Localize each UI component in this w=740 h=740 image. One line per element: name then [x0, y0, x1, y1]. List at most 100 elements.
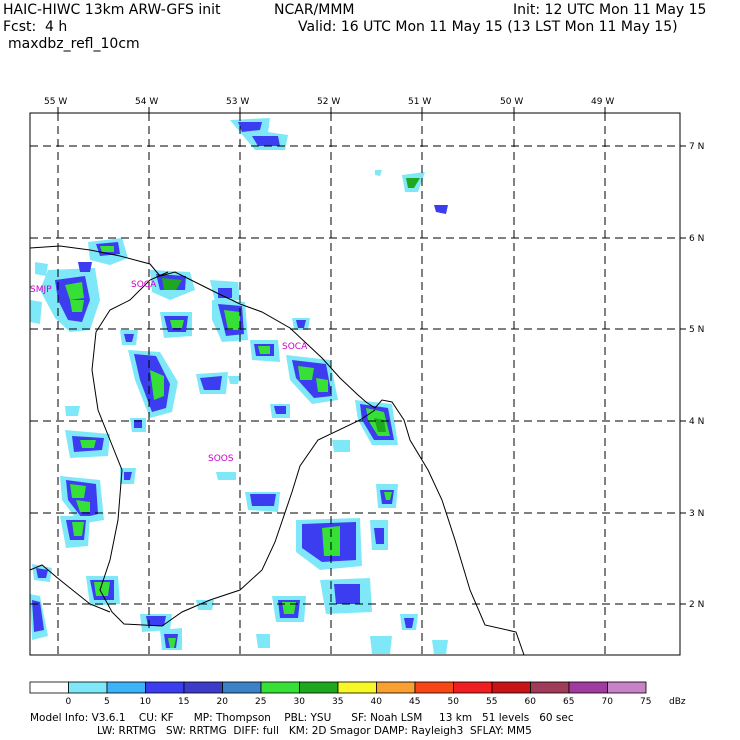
echo-cell — [406, 178, 420, 188]
echo-cell — [72, 522, 84, 536]
echo-cell — [332, 440, 350, 452]
reflectivity-echoes — [30, 118, 448, 654]
echo-cell — [80, 440, 96, 448]
echo-cell — [432, 640, 448, 654]
station-label: SOOS — [208, 454, 234, 464]
echo-cell — [298, 366, 314, 380]
coastlines — [29, 245, 525, 656]
init-time: Init: 12 UTC Mon 11 May 15 — [513, 2, 707, 18]
border — [91, 271, 376, 627]
forecast-hour: 4 h — [45, 19, 68, 35]
model-info-line1: Model Info: V3.6.1 CU: KF MP: Thompson P… — [30, 712, 574, 724]
colorbar-tick-label: 10 — [140, 697, 152, 707]
echo-cell — [316, 378, 328, 392]
map-frame — [29, 112, 681, 656]
echo-cell — [32, 600, 44, 632]
echo-cell — [434, 205, 448, 214]
colorbar-tick-label: 20 — [217, 697, 229, 707]
colorbar-tick-label: 65 — [563, 697, 574, 707]
lat-label: 5 N — [689, 325, 704, 335]
echo-cell — [36, 568, 48, 578]
colorbar-swatch — [106, 681, 146, 694]
valid-time: Valid: 16 UTC Mon 11 May 15 (13 LST Mon … — [298, 19, 678, 35]
colorbar-tick-label: 70 — [602, 697, 614, 707]
model-info-line2: LW: RRTMG SW: RRTMG DIFF: full KM: 2D Sm… — [97, 725, 532, 737]
echo-cell — [384, 492, 392, 500]
lon-label: 53 W — [226, 97, 249, 107]
lon-label: 52 W — [317, 97, 340, 107]
echo-cell — [70, 484, 86, 498]
lat-label: 3 N — [689, 509, 704, 519]
colorbar-swatch — [183, 681, 223, 694]
echo-cell — [374, 528, 384, 544]
echo-cell — [200, 376, 222, 390]
echo-cell — [124, 334, 134, 342]
colorbar-swatch — [376, 681, 416, 694]
echo-cell — [228, 376, 240, 384]
echo-cell — [94, 582, 110, 596]
colorbar-tick-label: 15 — [178, 697, 189, 707]
colorbar-tick-label: 55 — [486, 697, 497, 707]
colorbar-tick-label: 75 — [640, 697, 651, 707]
lon-label: 54 W — [135, 97, 158, 107]
forecast-label: Fcst: — [3, 19, 37, 35]
echo-cell — [146, 616, 166, 626]
station-label: SOCA — [131, 280, 157, 290]
colorbar-swatch — [337, 681, 377, 694]
lon-label: 51 W — [408, 97, 431, 107]
echo-cell — [70, 300, 84, 312]
lat-label: 2 N — [689, 600, 704, 610]
colorbar-swatch — [414, 681, 454, 694]
colorbar-swatch — [607, 681, 647, 694]
echo-cell — [375, 170, 382, 176]
echo-cell — [252, 136, 280, 146]
lon-label: 49 W — [591, 97, 614, 107]
colorbar-swatch — [299, 681, 339, 694]
echo-cell — [124, 472, 132, 480]
colorbar-tick-label: 5 — [104, 697, 110, 707]
colorbar-tick-label: 40 — [371, 697, 383, 707]
echo-cell — [150, 370, 164, 400]
echo-cell — [258, 346, 270, 354]
echo-cell — [170, 320, 184, 328]
station-label: SMJP — [30, 285, 52, 295]
colorbar-tick-label: 45 — [409, 697, 420, 707]
colorbar-swatch — [29, 681, 69, 694]
colorbar-tick-label: 35 — [332, 697, 343, 707]
border — [29, 564, 111, 613]
echo-cell — [282, 602, 296, 614]
colorbar-swatch — [530, 681, 570, 694]
echo-cell — [100, 246, 114, 252]
colorbar: 0 5 10 15 20 25 30 35 40 45 50 55 60 65 70 75 — [29, 681, 651, 707]
lat-label: 4 N — [689, 417, 704, 427]
echo-cell — [78, 262, 92, 272]
colorbar-swatch — [222, 681, 262, 694]
echo-cell — [216, 472, 236, 480]
coastline — [29, 245, 525, 656]
colorbar-unit: dBz — [669, 697, 686, 707]
latlon-grid — [30, 113, 680, 655]
echo-cell — [238, 122, 262, 132]
colorbar-swatch — [68, 681, 108, 694]
colorbar-swatch — [453, 681, 493, 694]
colorbar-tick-label: 30 — [294, 697, 306, 707]
echo-cell — [334, 584, 360, 604]
echo-cell — [256, 634, 270, 648]
colorbar-swatch — [260, 681, 300, 694]
echo-cell — [404, 618, 414, 628]
colorbar-swatch — [145, 681, 185, 694]
echo-cell — [65, 282, 84, 300]
echo-cell — [296, 320, 306, 328]
echo-cell — [134, 420, 142, 428]
org-label: NCAR/MMM — [274, 2, 355, 18]
colorbar-tick-label: 60 — [525, 697, 537, 707]
colorbar-tick-label: 25 — [255, 697, 266, 707]
echo-cell — [224, 310, 240, 330]
echo-cell — [76, 500, 90, 512]
colorbar-tick-label: 50 — [448, 697, 460, 707]
echo-cell — [370, 636, 392, 654]
field-name: maxdbz_refl_10cm — [8, 36, 140, 52]
echo-cell — [35, 262, 48, 276]
frame-ticks — [57, 107, 686, 605]
